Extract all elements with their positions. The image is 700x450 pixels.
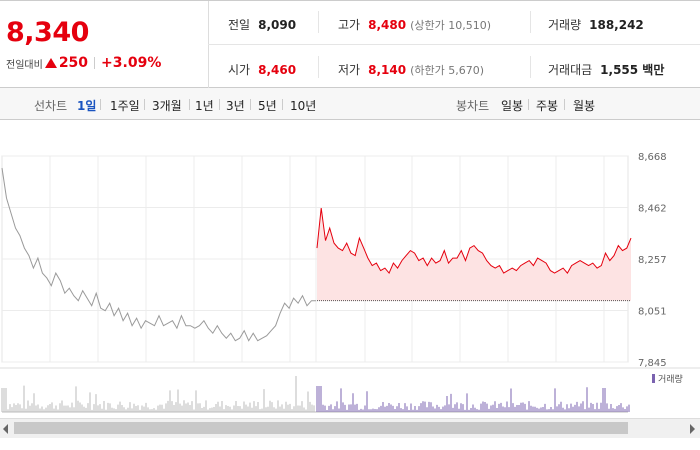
stat-prev-close: 전일 8,090 [228,18,297,32]
divider [250,99,251,110]
scroll-right-icon[interactable] [690,424,695,434]
quote-summary: 8,340 전일대비 250 +3.09% 전일 8,090 고가 8,480 (상한… [0,0,700,88]
divider [318,56,319,78]
volume-legend-swatch [652,374,655,383]
scroll-left-icon[interactable] [3,424,8,434]
previous-session-line [1,167,316,342]
divider [219,99,220,110]
period-5y[interactable]: 5년 [258,99,277,113]
divider [189,99,190,110]
stat-high: 고가 8,480 (상한가 10,510) [338,18,491,32]
period-3m[interactable]: 3개월 [152,99,182,113]
y-tick-label: 8,051 [638,307,667,318]
y-tick-label: 8,462 [638,204,667,215]
divider [94,57,96,69]
divider [100,99,101,110]
scroll-thumb[interactable] [14,422,628,434]
change-value: 250 [58,55,89,71]
candle-weekly[interactable]: 주봉 [536,99,559,113]
y-tick-label: 8,257 [638,255,667,266]
y-tick-label: 7,845 [638,358,667,369]
divider [144,99,145,110]
candle-chart-label: 봉차트 [456,99,490,113]
period-1y[interactable]: 1년 [195,99,214,113]
stat-open: 시가 8,460 [228,63,297,77]
candle-daily[interactable]: 일봉 [501,99,524,113]
change-label: 전일대비 [6,59,43,71]
volume-legend-label: 거래량 [658,373,683,385]
chart-toolbar: 선차트 1일 1주일 3개월 1년 3년 5년 10년 봉차트 일봉 주봉 월봉 [0,88,700,120]
period-1w[interactable]: 1주일 [110,99,140,113]
change-percent: +3.09% [101,55,162,71]
divider [528,99,529,110]
price-box: 8,340 전일대비 250 +3.09% [0,1,209,88]
line-chart-label: 선차트 [34,99,68,113]
candle-monthly[interactable]: 월봉 [573,99,596,113]
divider [530,11,531,33]
up-arrow-icon [44,58,57,68]
bottom-strip [0,438,700,450]
today-session-area [317,208,631,301]
chart-scrollbar[interactable] [0,418,700,438]
divider [564,99,565,110]
y-tick-label: 8,668 [638,152,667,163]
divider [208,44,700,45]
current-price: 8,340 [6,17,89,48]
stat-volume: 거래량 188,242 [548,18,644,32]
price-chart-svg: 8,668 8,462 8,257 8,051 7,845 거래량 [0,152,700,413]
today-session-line [316,208,632,275]
divider [530,56,531,78]
divider [318,11,319,33]
period-10y[interactable]: 10년 [290,99,317,113]
period-3y[interactable]: 3년 [226,99,245,113]
stat-low: 저가 8,140 (하한가 5,670) [338,63,484,77]
change-row: 전일대비 250 +3.09% [6,55,161,71]
divider [282,99,283,110]
period-1d[interactable]: 1일 [77,99,97,113]
price-chart: 8,668 8,462 8,257 8,051 7,845 거래량 [0,120,700,418]
stat-turnover: 거래대금 1,555 백만 [548,63,665,77]
